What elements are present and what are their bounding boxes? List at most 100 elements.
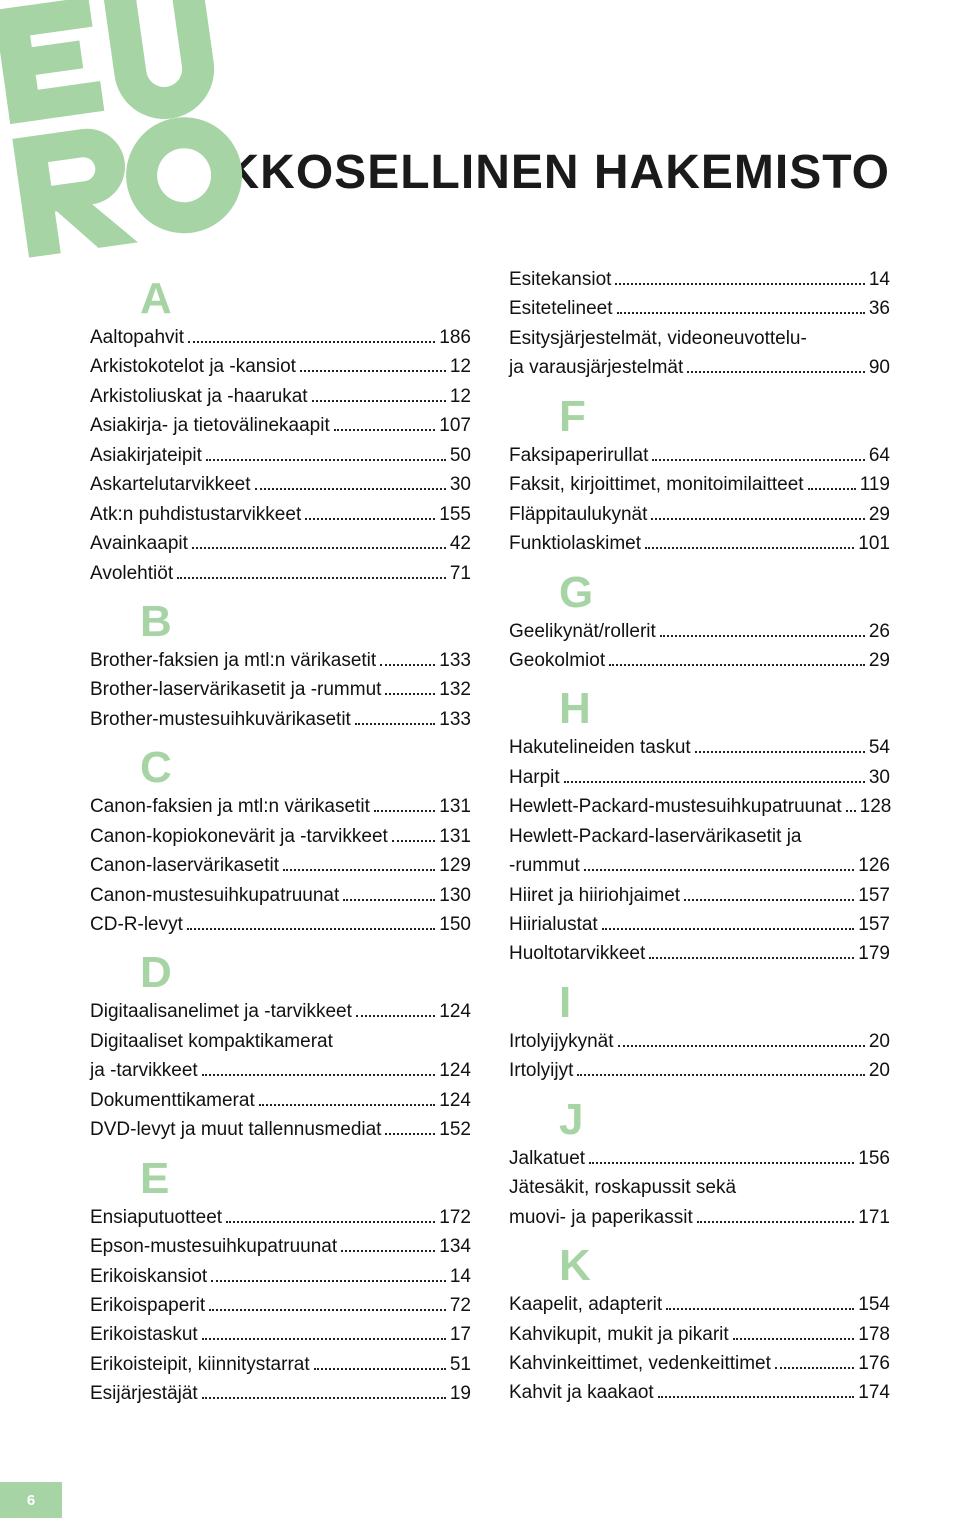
right-column: Esitekansiot14Esitetelineet36Esitysjärje…: [509, 265, 890, 1409]
entry-label: Avolehtiöt: [90, 559, 173, 588]
section-letter: B: [140, 600, 471, 644]
index-entry: Irtolyijykynät20: [509, 1027, 890, 1056]
dot-leader: [202, 1074, 436, 1076]
section-letter: K: [559, 1244, 890, 1288]
dot-leader: [651, 518, 864, 520]
entry-page: 157: [858, 910, 890, 939]
dot-leader: [300, 370, 446, 372]
entry-label: Brother-faksien ja mtl:n värikasetit: [90, 646, 376, 675]
entry-label: -rummut: [509, 851, 580, 880]
entry-page: 71: [450, 559, 471, 588]
entry-page: 156: [858, 1144, 890, 1173]
index-entry: ja varausjärjestelmät90: [509, 353, 890, 382]
entry-page: 179: [858, 939, 890, 968]
dot-leader: [687, 371, 865, 373]
dot-leader: [652, 459, 864, 461]
entry-page: 152: [439, 1115, 471, 1144]
section-letter: J: [559, 1098, 890, 1142]
entry-page: 50: [450, 441, 471, 470]
index-entry: Erikoisteipit, kiinnitystarrat51: [90, 1350, 471, 1379]
index-entry: Harpit30: [509, 763, 890, 792]
section-letter: F: [559, 395, 890, 439]
entry-label: Digitaaliset kompaktikamerat: [90, 1027, 333, 1056]
entry-label: Erikoistaskut: [90, 1320, 198, 1349]
index-entry: Hakutelineiden taskut 54: [509, 733, 890, 762]
index-entry: Canon-kopiokonevärit ja -tarvikkeet131: [90, 822, 471, 851]
dot-leader: [283, 869, 435, 871]
entry-page: 26: [869, 617, 890, 646]
dot-leader: [584, 869, 855, 871]
index-entry: Kahvinkeittimet, vedenkeittimet176: [509, 1349, 890, 1378]
index-entry: -rummut126: [509, 851, 890, 880]
entry-page: 133: [439, 646, 471, 675]
entry-label: Kahvikupit, mukit ja pikarit: [509, 1320, 729, 1349]
dot-leader: [392, 840, 435, 842]
dot-leader: [314, 1368, 446, 1370]
entry-page: 119: [860, 470, 890, 499]
index-entry: Hewlett-Packard-laservärikasetit ja: [509, 822, 890, 851]
dot-leader: [380, 664, 435, 666]
entry-label: Faksipaperirullat: [509, 441, 648, 470]
entry-label: Kahvit ja kaakaot: [509, 1378, 654, 1407]
dot-leader: [192, 547, 446, 549]
index-entry: Irtolyijyt20: [509, 1056, 890, 1085]
entry-page: 171: [858, 1203, 890, 1232]
entry-page: 64: [869, 441, 890, 470]
entry-page: 14: [869, 265, 890, 294]
entry-label: Canon-laservärikasetit: [90, 851, 279, 880]
entry-label: Geokolmiot: [509, 646, 605, 675]
entry-label: Canon-faksien ja mtl:n värikasetit: [90, 792, 370, 821]
entry-page: 132: [439, 675, 471, 704]
section-letter: C: [140, 746, 471, 790]
dot-leader: [564, 781, 865, 783]
index-entry: Erikoistaskut17: [90, 1320, 471, 1349]
entry-label: Harpit: [509, 763, 560, 792]
index-entry: Epson-mustesuihkupatruunat134: [90, 1232, 471, 1261]
entry-label: Irtolyijykynät: [509, 1027, 614, 1056]
entry-label: Kahvinkeittimet, vedenkeittimet: [509, 1349, 771, 1378]
entry-label: Digitaalisanelimet ja -tarvikkeet: [90, 997, 352, 1026]
entry-label: Arkistoliuskat ja -haarukat: [90, 382, 308, 411]
entry-page: 101: [858, 529, 890, 558]
index-entry: Canon-mustesuihkupatruunat130: [90, 881, 471, 910]
entry-label: Geelikynät/rollerit: [509, 617, 656, 646]
entry-page: 29: [869, 646, 890, 675]
entry-label: Huoltotarvikkeet: [509, 939, 645, 968]
entry-label: Asiakirjateipit: [90, 441, 202, 470]
entry-label: ja -tarvikkeet: [90, 1056, 198, 1085]
entry-label: Esitysjärjestelmät, videoneuvottelu-: [509, 324, 807, 353]
dot-leader: [645, 547, 854, 549]
section-letter: I: [559, 981, 890, 1025]
dot-leader: [202, 1338, 446, 1340]
dot-leader: [609, 664, 865, 666]
entry-page: 54: [869, 733, 890, 762]
dot-leader: [259, 1104, 436, 1106]
index-entry: Geokolmiot 29: [509, 646, 890, 675]
index-entry: Fläppitaulukynät29: [509, 500, 890, 529]
entry-page: 14: [450, 1262, 471, 1291]
left-column: AAaltopahvit186Arkistokotelot ja -kansio…: [90, 265, 471, 1409]
index-entry: Asiakirjateipit 50: [90, 441, 471, 470]
index-entry: muovi- ja paperikassit171: [509, 1203, 890, 1232]
entry-page: 186: [439, 323, 471, 352]
dot-leader: [589, 1162, 854, 1164]
entry-label: Jalkatuet: [509, 1144, 585, 1173]
section-letter: G: [559, 571, 890, 615]
dot-leader: [658, 1396, 855, 1398]
dot-leader: [775, 1367, 854, 1369]
dot-leader: [206, 459, 446, 461]
index-entry: Canon-faksien ja mtl:n värikasetit131: [90, 792, 471, 821]
entry-page: 19: [450, 1379, 471, 1408]
entry-label: Hakutelineiden taskut: [509, 733, 691, 762]
entry-page: 72: [450, 1291, 471, 1320]
entry-page: 51: [450, 1350, 471, 1379]
section-letter: E: [140, 1157, 471, 1201]
entry-page: 12: [450, 382, 471, 411]
index-entry: Huoltotarvikkeet 179: [509, 939, 890, 968]
dot-leader: [202, 1397, 446, 1399]
index-entry: Faksipaperirullat 64: [509, 441, 890, 470]
dot-leader: [177, 577, 446, 579]
index-entry: Esitysjärjestelmät, videoneuvottelu-: [509, 324, 890, 353]
index-entry: Esijärjestäjät19: [90, 1379, 471, 1408]
entry-label: Esitetelineet: [509, 294, 613, 323]
